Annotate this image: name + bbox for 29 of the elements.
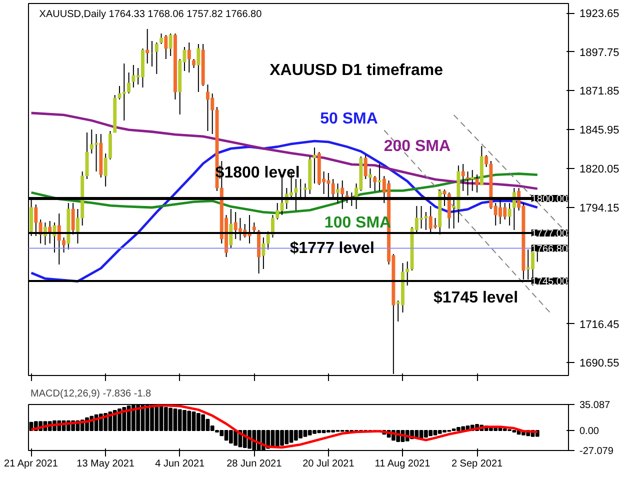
y-tick-label: 1871.85 [580,86,620,98]
category-label: 20 Jul 2021 [302,458,354,470]
y-tick-label: 1845.95 [580,124,620,137]
text: XAUUSD D1 timeframe [270,62,444,79]
y-tick-label: 1820.05 [580,163,620,176]
ref-line-label: 1766.80 [531,244,568,255]
ref-line-label: 1777.00 [531,228,568,240]
category-label: 2 Sep 2021 [451,458,503,470]
series-label: 50 SMA [320,110,378,128]
y-tick-label: 1690.55 [580,358,620,370]
y-tick-label: 1923.65 [580,8,620,20]
y-tick-label: 1716.45 [580,318,620,331]
y-tick-label: 1897.75 [580,46,620,59]
y-tick-label: 35.087 [580,400,611,411]
category-label: 4 Jun 2021 [155,458,205,470]
annotation: $1777 level [290,240,374,257]
ref-line-label: 1800.00 [531,194,568,205]
annotation: $1745 level [434,290,518,307]
category-label: 21 Apr 2021 [4,458,58,470]
text: XAUUSD,Daily 1764.33 1768.06 1757.82 1766.80 [39,9,262,20]
category-label: 11 Aug 2021 [374,458,430,470]
series-label: 200 SMA [384,138,451,156]
category-label: 13 May 2021 [76,458,134,470]
y-tick-label: -27.079 [580,446,614,457]
ref-line-label: 1745.00 [531,276,568,288]
y-tick-label: 0.00 [580,426,600,437]
category-label: 28 Jun 2021 [226,458,282,470]
chart-title: MACD(12,26,9) -7.836 -1.8 [30,388,152,400]
y-tick-label: 1794.15 [580,202,620,214]
